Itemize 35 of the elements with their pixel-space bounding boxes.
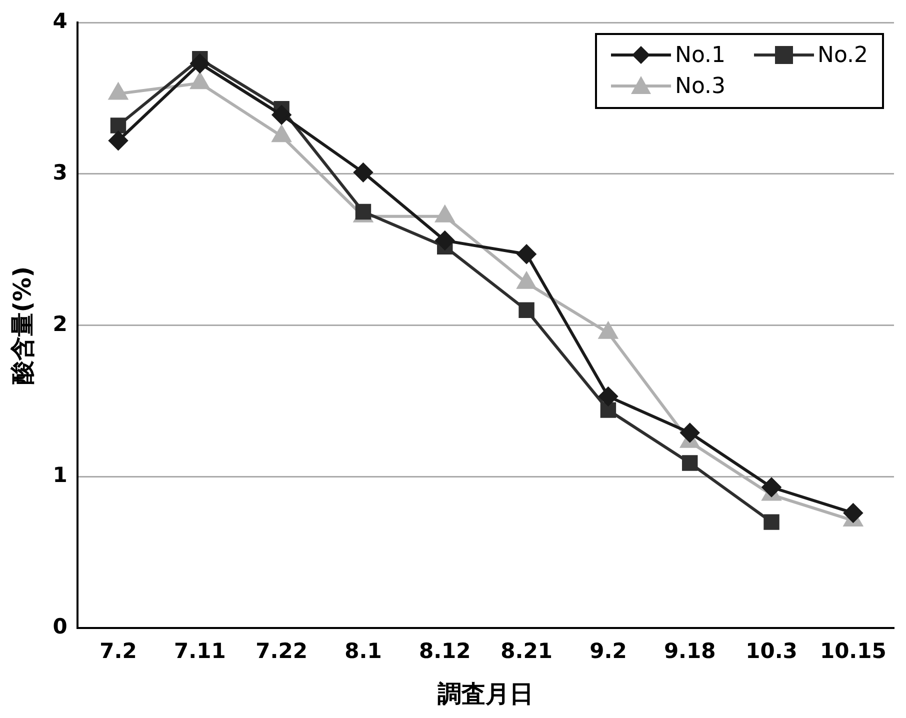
y-tick-label: 3	[52, 160, 68, 184]
x-tick-label: 9.18	[664, 639, 716, 664]
y-tick-label: 1	[52, 463, 68, 488]
point	[844, 503, 863, 522]
y-tick-label: 0	[52, 614, 68, 638]
point	[680, 423, 700, 442]
point	[354, 162, 373, 182]
legend-label: No.1	[675, 42, 726, 68]
y-tick-label: 2	[52, 312, 68, 336]
point	[598, 386, 618, 406]
point	[682, 455, 698, 471]
point	[518, 302, 534, 318]
point	[517, 244, 536, 264]
point	[108, 131, 128, 150]
point	[764, 514, 780, 530]
x-tick-label: 7.11	[174, 639, 226, 664]
x-axis-title: 調査月日	[438, 680, 534, 708]
x-tick-label: 10.3	[746, 639, 798, 664]
point	[272, 105, 292, 124]
x-tick-label: 8.12	[418, 639, 471, 664]
x-tick-label: 9.2	[590, 639, 627, 664]
point	[762, 478, 782, 497]
x-tick-label: 7.22	[256, 639, 308, 664]
legend-label: No.3	[675, 74, 726, 99]
legend-label: No.2	[818, 42, 868, 68]
y-axis-title: 酸含量(%)	[8, 266, 37, 384]
point	[110, 118, 126, 134]
point	[600, 402, 616, 418]
x-tick-label: 8.21	[500, 639, 552, 664]
point	[190, 54, 210, 73]
x-tick-label: 8.1	[344, 639, 382, 664]
x-tick-label: 10.15	[820, 639, 886, 664]
point	[435, 231, 454, 250]
x-tick-label: 7.2	[100, 639, 137, 664]
y-tick-label: 4	[52, 9, 68, 34]
